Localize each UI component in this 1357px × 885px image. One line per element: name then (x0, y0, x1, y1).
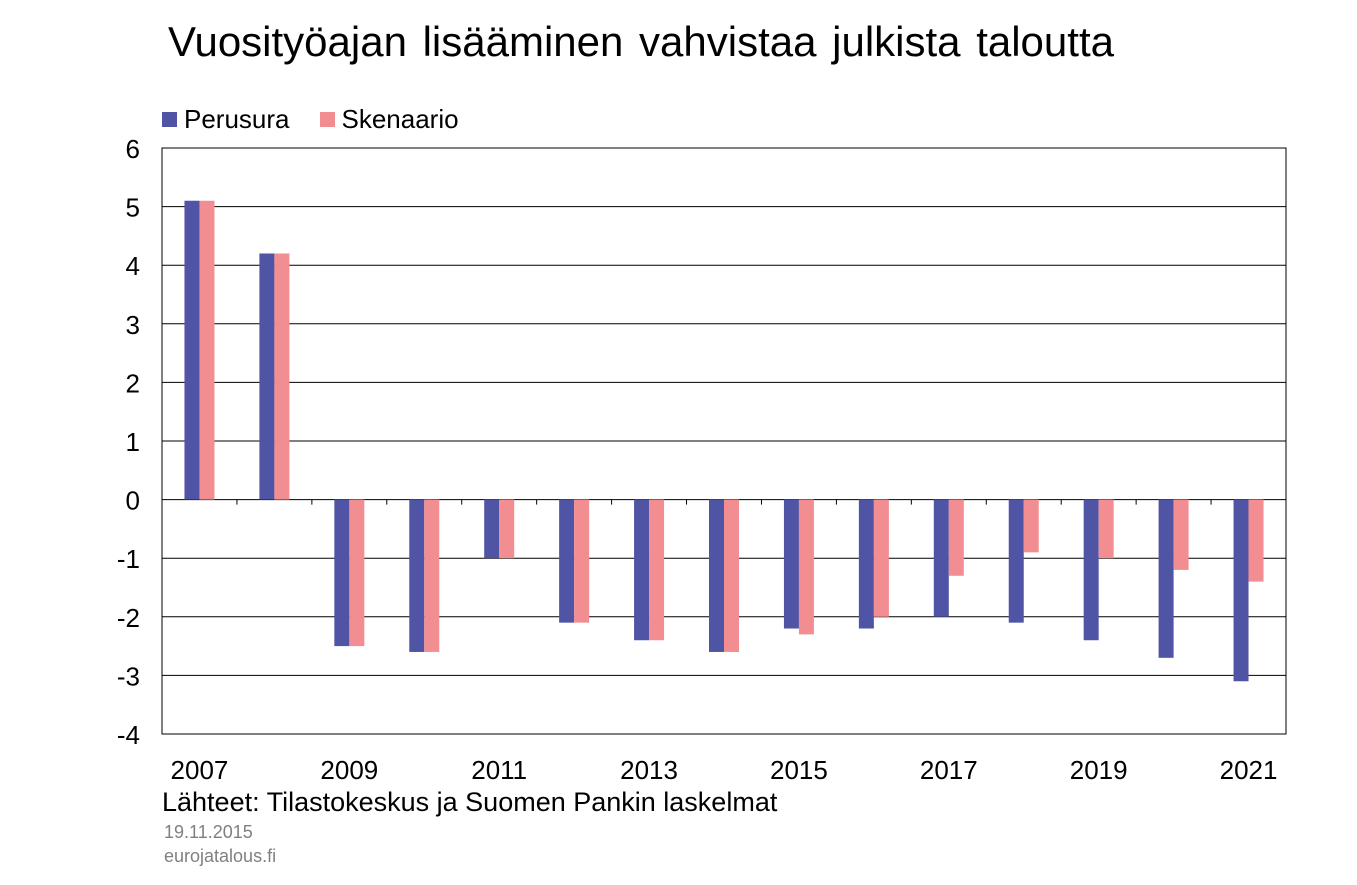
bar-perusura-2009 (334, 499, 350, 647)
bar-perusura-2012 (559, 499, 575, 623)
bar-skenaario-2015 (798, 499, 814, 635)
bar-skenaario-2017 (948, 499, 964, 576)
bar-skenaario-2018 (1023, 499, 1039, 553)
x-tick-label: 2015 (770, 755, 828, 785)
bar-perusura-2008 (259, 253, 275, 500)
y-tick-label: 0 (126, 486, 140, 516)
x-tick-label: 2021 (1220, 755, 1278, 785)
y-tick-label: -1 (117, 544, 140, 574)
chart-title: Vuosityöajan lisääminen vahvistaa julkis… (168, 18, 1114, 65)
bar-perusura-2010 (409, 499, 425, 652)
x-tick-label: 2011 (471, 755, 527, 785)
x-tick-label: 2013 (620, 755, 678, 785)
publication-date: 19.11.2015 (164, 822, 253, 842)
x-tick-label: 2009 (320, 755, 378, 785)
bar-skenaario-2010 (424, 499, 440, 652)
x-tick-label: 2007 (171, 755, 229, 785)
y-tick-label: 5 (126, 193, 140, 223)
x-tick-label: 2017 (920, 755, 978, 785)
bar-perusura-2007 (184, 200, 200, 500)
bar-skenaario-2007 (199, 200, 215, 500)
source-note: Lähteet: Tilastokeskus ja Suomen Pankin … (162, 787, 778, 817)
bar-skenaario-2021 (1248, 499, 1264, 582)
y-tick-label: 3 (126, 310, 140, 340)
bar-skenaario-2012 (574, 499, 590, 623)
y-tick-label: -4 (117, 720, 140, 750)
y-tick-label: -3 (117, 661, 140, 691)
bar-skenaario-2016 (873, 499, 889, 617)
bar-perusura-2016 (858, 499, 874, 629)
bar-skenaario-2014 (724, 499, 739, 652)
y-tick-label: 6 (126, 134, 140, 164)
bar-perusura-2020 (1158, 499, 1174, 658)
bar-perusura-2019 (1083, 499, 1099, 641)
bar-perusura-2018 (1008, 499, 1024, 623)
y-tick-label: 1 (126, 427, 140, 457)
bar-perusura-2017 (933, 499, 949, 617)
y-tick-label: 4 (126, 251, 140, 281)
legend-swatch-perusura (162, 111, 177, 127)
y-tick-label: 2 (126, 368, 140, 398)
site-name: eurojatalous.fi (164, 846, 277, 866)
bar-perusura-2011 (484, 499, 500, 559)
bar-perusura-2015 (783, 499, 799, 629)
legend: Perusura Skenaario (162, 104, 489, 134)
bar-perusura-2021 (1233, 499, 1249, 682)
y-tick-label: -2 (117, 603, 140, 633)
bar-skenaario-2019 (1098, 499, 1114, 559)
legend-swatch-skenaario (319, 111, 335, 127)
bar-perusura-2014 (709, 499, 724, 652)
bar-skenaario-2013 (649, 499, 665, 641)
bar-skenaario-2009 (349, 499, 365, 647)
legend-label-perusura: Perusura (184, 103, 290, 134)
legend-item-skenaario: Skenaario (319, 103, 459, 135)
legend-label-skenaario: Skenaario (341, 103, 459, 134)
bar-skenaario-2008 (274, 253, 290, 500)
bar-skenaario-2011 (499, 499, 515, 559)
bar-skenaario-2020 (1173, 499, 1189, 570)
bar-perusura-2013 (634, 499, 650, 641)
legend-item-perusura: Perusura (162, 104, 290, 135)
x-tick-label: 2019 (1070, 755, 1128, 785)
